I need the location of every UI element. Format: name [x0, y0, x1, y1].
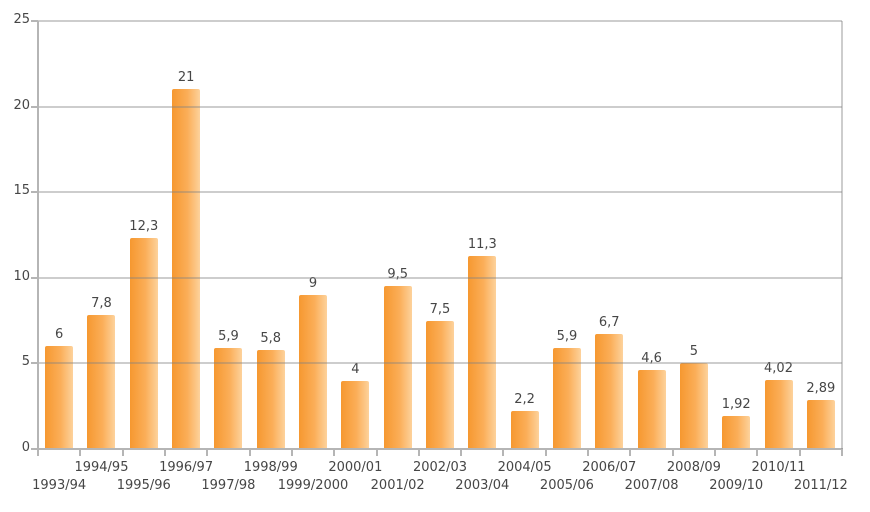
x-axis-tick — [121, 450, 124, 456]
bar — [510, 411, 539, 449]
x-axis-tick-label: 2010/11 — [751, 460, 806, 475]
bar-value-label: 5,9 — [556, 328, 578, 344]
y-axis-tick — [31, 362, 38, 365]
x-axis-tick-label: 2002/03 — [412, 460, 467, 475]
bar-value-label: 21 — [177, 70, 195, 86]
y-axis-tick-label: 25 — [13, 12, 30, 27]
x-axis-tick-label: 2009/10 — [709, 478, 764, 493]
x-axis-tick — [290, 450, 293, 456]
bar-value-label: 5 — [689, 344, 699, 360]
x-axis-tick-label: 2001/02 — [370, 478, 425, 493]
y-axis-tick-label: 0 — [21, 440, 30, 455]
x-axis-tick-label: 2003/04 — [455, 478, 510, 493]
x-axis-tick-label: 2005/06 — [539, 478, 594, 493]
bar — [214, 347, 243, 449]
bar — [172, 89, 201, 449]
x-axis-tick — [79, 450, 82, 456]
bar — [637, 370, 666, 449]
y-axis-tick-label: 5 — [21, 354, 30, 370]
x-axis-tick — [37, 450, 39, 456]
x-axis-tick-label: 2011/12 — [793, 478, 848, 493]
bar — [129, 238, 158, 449]
y-axis-tick — [31, 448, 38, 450]
gridline — [38, 105, 842, 108]
x-axis-tick-label: 2006/07 — [582, 460, 637, 475]
x-axis-tick-label: 2004/05 — [497, 460, 552, 475]
bar — [806, 399, 835, 449]
bar-value-label: 2,2 — [514, 392, 535, 408]
bar — [722, 416, 751, 449]
x-axis-tick — [460, 450, 463, 456]
y-axis-tick — [31, 276, 38, 279]
bar — [552, 347, 581, 449]
bar-value-label: 11,3 — [467, 236, 497, 252]
bar-value-label: 5,9 — [218, 328, 239, 344]
bar — [679, 363, 708, 449]
gridline — [38, 20, 842, 22]
x-axis-tick — [248, 450, 251, 456]
x-axis-tick — [375, 450, 378, 456]
bar — [299, 294, 328, 449]
x-axis-tick — [502, 450, 505, 456]
y-axis-tick — [31, 191, 38, 194]
x-axis-tick — [629, 450, 632, 456]
bar-value-label: 9 — [308, 275, 318, 291]
bar — [256, 349, 285, 449]
x-axis-tick — [798, 450, 801, 456]
y-axis-line — [37, 21, 39, 450]
bar-value-label: 4,02 — [764, 361, 793, 377]
x-axis-tick-label: 1996/97 — [159, 460, 214, 475]
x-axis-tick-label: 1994/95 — [74, 460, 129, 475]
bar-value-label: 6 — [55, 327, 64, 343]
x-axis-tick — [841, 450, 843, 456]
bar-value-label: 6,7 — [598, 315, 620, 331]
x-axis-tick-label: 1999/2000 — [277, 478, 349, 493]
x-axis-tick-label: 2000/01 — [328, 460, 383, 475]
bar — [45, 346, 74, 449]
x-axis-tick — [417, 450, 420, 456]
x-axis-tick — [756, 450, 759, 456]
y-axis-tick — [31, 20, 38, 22]
bar — [764, 380, 793, 449]
y-axis-tick — [31, 105, 38, 108]
gridline — [38, 191, 842, 194]
bar — [383, 286, 412, 449]
bar-value-label: 1,92 — [721, 397, 751, 413]
x-axis-tick — [333, 450, 336, 456]
bar-value-label: 5,8 — [260, 330, 282, 346]
bar — [595, 334, 624, 449]
bar-value-label: 12,3 — [129, 219, 159, 235]
x-axis-tick-label: 2007/08 — [624, 478, 679, 493]
bar-value-label: 9,5 — [387, 267, 409, 283]
bar — [341, 380, 370, 449]
x-axis-tick-label: 1993/94 — [32, 478, 87, 493]
x-axis-tick — [714, 450, 717, 456]
gridline — [38, 362, 842, 365]
bar — [426, 320, 454, 449]
x-axis-tick — [587, 450, 590, 456]
bar-value-label: 2,89 — [806, 380, 836, 396]
bar-value-label: 4,6 — [641, 351, 662, 367]
y-axis-tick-label: 15 — [13, 183, 30, 199]
bar-value-label: 7,5 — [429, 301, 451, 317]
x-axis-line — [37, 448, 843, 450]
bar — [468, 255, 497, 449]
gridline — [38, 276, 842, 279]
x-axis-tick-label: 1995/96 — [116, 478, 171, 493]
y-axis-tick-label: 20 — [13, 97, 30, 113]
x-axis-tick — [671, 450, 674, 456]
y-axis-tick-label: 10 — [13, 268, 30, 284]
x-axis-tick — [206, 450, 209, 456]
x-axis-tick-label: 2008/09 — [666, 460, 721, 475]
x-axis-tick-label: 1997/98 — [201, 478, 256, 493]
x-axis-tick — [163, 450, 166, 456]
bar-value-label: 4 — [351, 361, 360, 377]
bar-value-label: 7,8 — [91, 296, 112, 312]
x-axis-tick — [544, 450, 547, 456]
bar — [87, 315, 116, 449]
x-axis-tick-label: 1998/99 — [243, 460, 298, 475]
plot-right-border — [841, 21, 843, 449]
